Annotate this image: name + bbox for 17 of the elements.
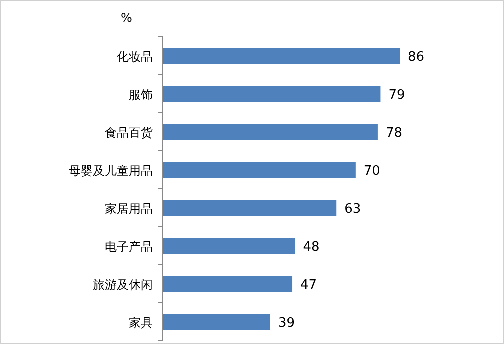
y-tick-label: 旅游及休闲	[93, 278, 153, 292]
data-label: 47	[300, 278, 318, 293]
data-label: 79	[388, 88, 406, 103]
data-label: 48	[303, 240, 320, 255]
y-tick-label: 食品百货	[105, 126, 153, 140]
data-label: 70	[364, 164, 380, 179]
data-label: 39	[278, 316, 296, 331]
y-tick-label: 母婴及儿童用品	[69, 164, 153, 178]
y-tick-label: 服饰	[129, 88, 153, 102]
y-tick-label: 化妆品	[117, 50, 153, 64]
text: %	[121, 11, 132, 25]
data-label: 63	[344, 202, 362, 217]
data-label: 86	[408, 50, 425, 65]
y-tick-label: 家居用品	[105, 202, 153, 216]
y-tick-label: 家具	[129, 316, 153, 330]
y-tick-label: 电子产品	[105, 240, 153, 254]
data-label: 78	[386, 126, 402, 141]
